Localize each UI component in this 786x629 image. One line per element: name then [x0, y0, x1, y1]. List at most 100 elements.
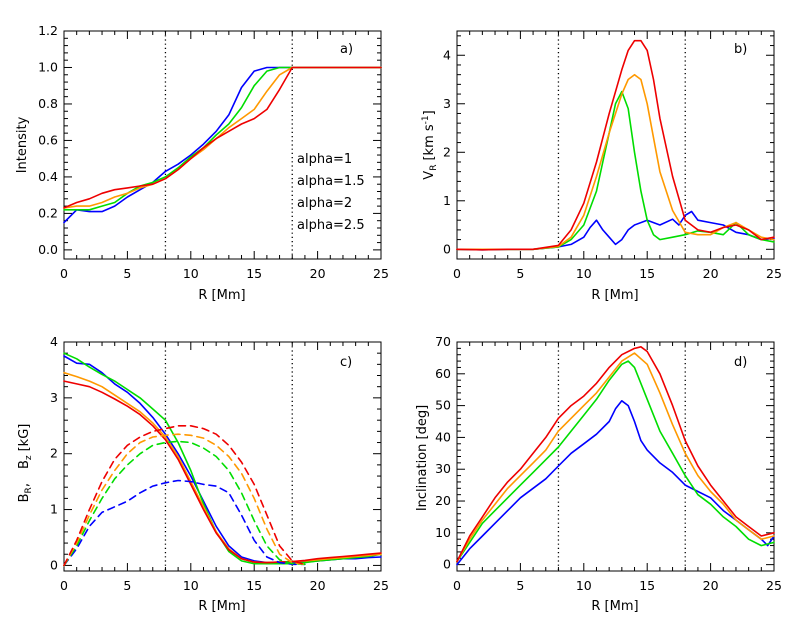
panel-b-series [456, 39, 775, 251]
panel-d-series [456, 346, 775, 566]
x-tick-label: 10 [576, 578, 592, 593]
series-alpha-2-5 [63, 66, 382, 209]
panel-a-series [63, 66, 382, 224]
series-bz-alpha-1-5 [63, 352, 382, 565]
x-tick-label: 25 [373, 578, 389, 593]
y-tick-label: 1.0 [38, 59, 58, 74]
y-tick-label: 0.4 [38, 169, 58, 184]
x-tick-label: 5 [516, 266, 524, 281]
y-tick-label: 0.2 [38, 205, 58, 220]
y-tick-label: 0.0 [38, 242, 58, 257]
panel-a-xlabel: R [Mm] [198, 288, 245, 303]
y-tick-label: 2 [443, 144, 451, 159]
y-tick-label: 40 [435, 429, 451, 444]
legend-alpha-2: alpha=2 [297, 196, 352, 211]
x-tick-label: 15 [639, 266, 655, 281]
x-tick-label: 20 [703, 266, 719, 281]
panel-d-label: d) [734, 355, 747, 370]
x-tick-label: 0 [453, 266, 461, 281]
legend-alpha-1-5: alpha=1.5 [297, 174, 365, 189]
y-tick-label: 0.8 [38, 96, 58, 111]
legend: alpha=1 alpha=1.5 alpha=2 alpha=2.5 [297, 152, 365, 233]
x-tick-label: 20 [310, 578, 326, 593]
y-tick-label: 4 [50, 334, 58, 349]
y-tick-label: 1 [50, 502, 58, 517]
series-br-alpha-2 [63, 433, 306, 567]
series-alpha-1-5 [456, 360, 775, 563]
x-tick-label: 0 [60, 578, 68, 593]
x-tick-label: 10 [183, 266, 199, 281]
y-tick-label: 70 [435, 334, 451, 349]
series-bz-alpha-1 [63, 355, 382, 564]
x-tick-label: 15 [639, 578, 655, 593]
panel-c-ylabel: BR,Bz[kG] [17, 424, 34, 503]
panel-b-ticks: 0 5 10 15 20 25 0 1 2 3 4 [443, 31, 782, 281]
legend-alpha-2-5: alpha=2.5 [297, 218, 365, 233]
series-br-alpha-2-5 [63, 425, 306, 567]
panel-b: 0 5 10 15 20 25 0 1 2 3 4 b) R [Mm] VR[km s-1] [421, 30, 782, 303]
y-tick-label: 3 [443, 96, 451, 111]
panel-c-frame [63, 341, 382, 572]
series-alpha-2-5 [456, 346, 775, 563]
panel-c: 0 5 10 15 20 25 0 1 2 3 4 c) R [Mm] BR,Bz[kG] [17, 334, 389, 614]
panel-d-ticks: 0 5 10 15 20 25 0 10 20 30 40 50 60 70 [435, 334, 782, 593]
x-tick-label: 25 [373, 266, 389, 281]
x-tick-label: 15 [246, 578, 262, 593]
panel-c-xlabel: R [Mm] [198, 599, 245, 614]
series-br-alpha-1-5 [63, 440, 306, 567]
x-tick-label: 5 [123, 578, 131, 593]
legend-alpha-1: alpha=1 [297, 152, 352, 167]
panel-b-label: b) [734, 42, 747, 57]
x-tick-label: 25 [766, 266, 782, 281]
panel-a-ylabel: Intensity [15, 116, 30, 173]
x-tick-label: 10 [183, 578, 199, 593]
y-tick-label: 3 [50, 390, 58, 405]
panel-c-label: c) [340, 355, 352, 370]
series-alpha-1 [456, 210, 775, 251]
panel-a-frame [63, 30, 382, 260]
panel-c-ticks: 0 5 10 15 20 25 0 1 2 3 4 [50, 334, 389, 593]
y-tick-label: 60 [435, 366, 451, 381]
y-tick-label: 10 [435, 525, 451, 540]
series-alpha-2-5 [456, 39, 775, 251]
x-tick-label: 0 [60, 266, 68, 281]
series-br-alpha-1 [63, 479, 306, 567]
series-bz-alpha-2 [63, 371, 382, 564]
panel-b-xlabel: R [Mm] [591, 288, 638, 303]
y-tick-label: 1.2 [38, 23, 58, 38]
panel-d-ylabel: Inclination [deg] [415, 405, 430, 511]
series-alpha-2 [456, 73, 775, 251]
panel-d: 0 5 10 15 20 25 0 10 20 30 40 50 60 70 d) R [Mm] Incl… [415, 334, 782, 614]
y-tick-label: 0 [50, 557, 58, 572]
x-tick-label: 20 [703, 578, 719, 593]
y-tick-label: 30 [435, 461, 451, 476]
y-tick-label: 50 [435, 398, 451, 413]
y-tick-label: 2 [50, 446, 58, 461]
panel-a-label: a) [340, 42, 353, 57]
series-alpha-1 [456, 400, 775, 566]
panel-b-ylabel: VR[km s-1] [421, 110, 439, 179]
y-tick-label: 20 [435, 493, 451, 508]
y-tick-label: 1 [443, 193, 451, 208]
panel-b-frame [456, 30, 775, 260]
series-alpha-1-5 [456, 90, 775, 251]
y-tick-label: 0 [443, 241, 451, 256]
panel-a: 0 5 10 15 20 25 0.0 0.2 0.4 0.6 0.8 1.0 1.2 a) R [Mm… [15, 23, 389, 303]
panel-a-ticks: 0 5 10 15 20 25 0.0 0.2 0.4 0.6 0.8 1.0 1.2 [38, 23, 389, 281]
panel-c-series [63, 352, 382, 567]
x-tick-label: 25 [766, 578, 782, 593]
y-tick-label: 4 [443, 47, 451, 62]
series-bz-alpha-2-5 [63, 380, 382, 564]
x-tick-label: 20 [310, 266, 326, 281]
x-tick-label: 5 [516, 578, 524, 593]
series-alpha-2 [456, 352, 775, 563]
x-tick-label: 0 [453, 578, 461, 593]
panel-d-frame [456, 341, 775, 572]
x-tick-label: 15 [246, 266, 262, 281]
x-tick-label: 10 [576, 266, 592, 281]
y-tick-label: 0.6 [38, 132, 58, 147]
y-tick-label: 0 [443, 557, 451, 572]
panel-d-xlabel: R [Mm] [591, 599, 638, 614]
x-tick-label: 5 [123, 266, 131, 281]
